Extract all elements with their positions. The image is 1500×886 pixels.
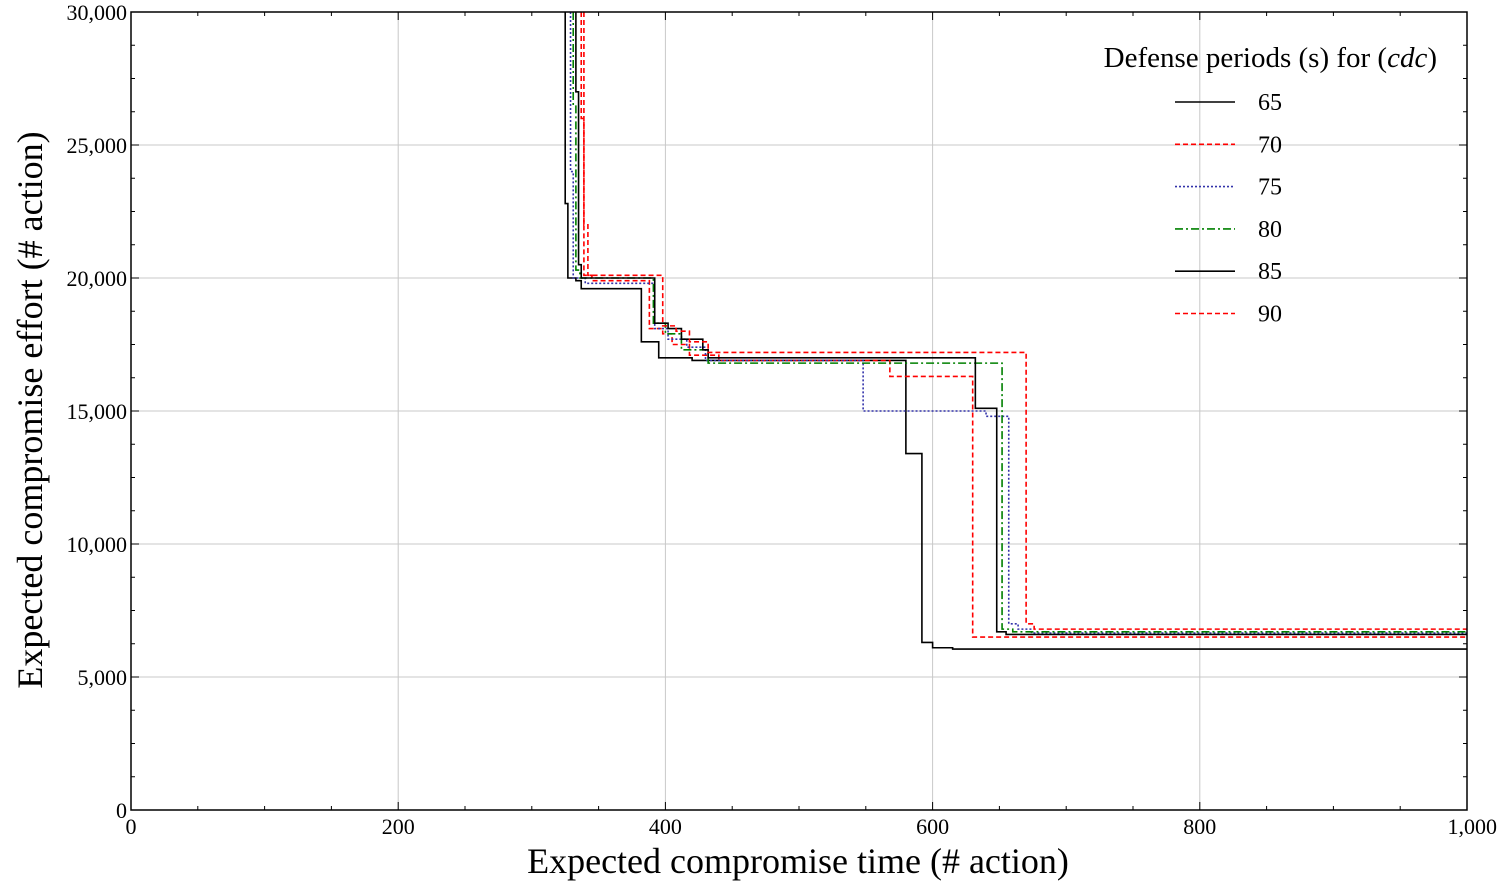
y-tick-label: 0 bbox=[116, 798, 127, 823]
legend-label-70: 70 bbox=[1258, 132, 1282, 158]
tick-labels: 0 200 400 600 800 1,000 0 5,000 10,000 15,000 20,0… bbox=[67, 0, 1498, 839]
legend-label-65: 65 bbox=[1258, 90, 1282, 116]
legend-title: Defense periods (s) for (cdc) bbox=[1104, 42, 1437, 74]
legend-title-suffix: ) bbox=[1427, 42, 1437, 74]
series-line-90 bbox=[583, 12, 1467, 630]
legend-title-prefix: Defense periods (s) for ( bbox=[1104, 42, 1387, 74]
legend: Defense periods (s) for (cdc) 65 70 75 80 85… bbox=[1104, 42, 1437, 328]
x-tick-label: 600 bbox=[916, 814, 949, 839]
legend-title-italic: cdc bbox=[1387, 42, 1427, 74]
y-tick-label: 5,000 bbox=[78, 665, 128, 690]
x-tick-label: 400 bbox=[649, 814, 682, 839]
y-tick-label: 15,000 bbox=[67, 399, 128, 424]
legend-label-90: 90 bbox=[1258, 302, 1282, 328]
series-line-70 bbox=[580, 12, 1467, 638]
legend-label-75: 75 bbox=[1258, 175, 1282, 201]
y-tick-label: 20,000 bbox=[67, 266, 128, 291]
x-tick-label: 1,000 bbox=[1448, 814, 1498, 839]
legend-label-80: 80 bbox=[1258, 217, 1282, 243]
legend-label-85: 85 bbox=[1258, 259, 1282, 285]
y-tick-label: 10,000 bbox=[67, 532, 128, 557]
series-line-85 bbox=[575, 12, 1467, 636]
series-line-80 bbox=[572, 12, 1467, 633]
x-axis-title: Expected compromise time (# action) bbox=[527, 841, 1069, 881]
legend-entries: 65 70 75 80 85 90 bbox=[1175, 90, 1282, 328]
y-tick-label: 25,000 bbox=[67, 133, 128, 158]
x-tick-label: 0 bbox=[126, 814, 137, 839]
y-axis-title: Expected compromise effort (# action) bbox=[10, 131, 50, 688]
ticks bbox=[130, 11, 1468, 811]
series-line-65 bbox=[564, 12, 1467, 650]
x-tick-label: 200 bbox=[382, 814, 415, 839]
series-layer bbox=[564, 12, 1467, 650]
x-tick-label: 800 bbox=[1183, 814, 1216, 839]
y-tick-label: 30,000 bbox=[67, 0, 128, 25]
series-line-75 bbox=[569, 12, 1467, 634]
